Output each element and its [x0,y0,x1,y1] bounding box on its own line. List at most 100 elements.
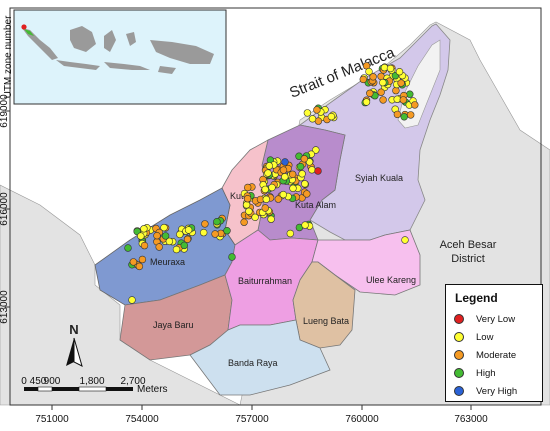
risk-point [262,195,270,204]
risk-point [303,190,311,198]
x-tick-label: 763000 [454,414,488,425]
label-syiah-kuala: Syiah Kuala [355,173,403,183]
risk-point [176,230,184,239]
risk-point [211,230,219,238]
label-jaya-baru: Jaya Baru [153,320,194,330]
risk-point [240,218,248,226]
y-tick-label: 613000 [0,290,10,324]
risk-point [274,195,282,203]
risk-point [298,170,306,178]
risk-point [379,96,387,104]
risk-point [244,183,252,192]
risk-point [245,207,253,216]
risk-point [286,229,294,238]
scale-tick: 1,800 [79,376,104,387]
legend-swatch [454,332,464,342]
district-banda-raya [189,319,331,396]
legend-swatch [454,350,464,360]
risk-point [180,241,189,250]
risk-point [279,166,288,174]
legend-label: High [476,367,496,379]
risk-point [279,190,287,199]
risk-point [213,218,221,226]
inset-map: UTM zone number [3,9,227,105]
risk-point [264,169,272,177]
risk-point [160,223,168,232]
risk-point [308,115,317,123]
risk-point [137,232,145,240]
risk-point [411,101,419,109]
risk-point [288,170,297,179]
y-axis: 619000 616000 613000 [0,94,10,324]
risk-point [308,166,316,174]
risk-point [406,90,414,98]
risk-point [135,262,144,271]
risk-point [312,146,320,154]
label-ulee-kareng: Ulee Kareng [366,275,416,285]
scale-tick: 0 [21,376,27,387]
label-meuraxa: Meuraxa [150,257,185,267]
legend-swatch [454,386,464,396]
label-lueng-bata: Lueng Bata [303,316,349,326]
risk-point [369,73,377,81]
risk-point [400,113,408,121]
risk-point [268,183,276,192]
risk-point [301,221,309,229]
risk-point [261,185,269,194]
risk-point [301,180,309,188]
legend-item-high: High [454,366,496,380]
risk-point [161,232,170,240]
risk-point [265,162,273,170]
legend-label: Very High [476,385,518,397]
legend-item-very-high: Very High [454,384,517,398]
scale-bar: 0 450 900 1,800 2,700 Meters [21,376,167,395]
risk-point [365,67,373,76]
risk-point [401,236,409,244]
legend: Legend Very Low Low Moderate High Very H… [445,284,543,402]
risk-point [366,89,374,98]
label-district: District [451,253,485,265]
risk-point [359,75,367,84]
legend-label: Moderate [476,349,517,361]
risk-point [172,245,181,254]
risk-point [124,244,132,252]
north-label: N [69,322,78,337]
risk-point [165,237,174,246]
risk-point [327,112,336,121]
label-baiturrahman: Baiturrahman [238,276,292,286]
risk-point [155,243,163,251]
risk-point [303,109,312,117]
risk-point [407,111,415,119]
risk-point [399,96,407,104]
risk-point [393,110,402,119]
risk-point [140,241,149,250]
scale-unit: Meters [137,384,168,395]
x-tick-label: 754000 [125,414,159,425]
label-kuta-alam: Kuta Alam [295,200,336,210]
risk-point [314,167,322,175]
risk-point [362,98,371,106]
risk-point [223,227,231,235]
north-arrow: N [66,322,83,367]
risk-point [289,184,297,193]
risk-point [281,158,289,166]
risk-point [397,79,405,87]
risk-point [261,204,269,212]
y-tick-label: 619000 [0,94,10,128]
risk-point [267,215,275,223]
risk-point [140,225,148,233]
risk-point [184,226,193,234]
risk-point [243,195,252,203]
risk-point [128,296,136,304]
risk-point [386,64,395,73]
label-aceh-besar: Aceh Besar [440,239,497,251]
x-tick-label: 760000 [345,414,379,425]
label-banda-raya: Banda Raya [228,358,278,368]
legend-swatch [454,368,464,378]
inset-axis-label: UTM zone number [3,15,14,98]
risk-point [129,258,138,266]
risk-point [296,162,305,171]
x-axis: 751000 754000 757000 760000 763000 [35,405,488,425]
x-tick-label: 757000 [235,414,269,425]
legend-label: Very Low [476,313,516,325]
